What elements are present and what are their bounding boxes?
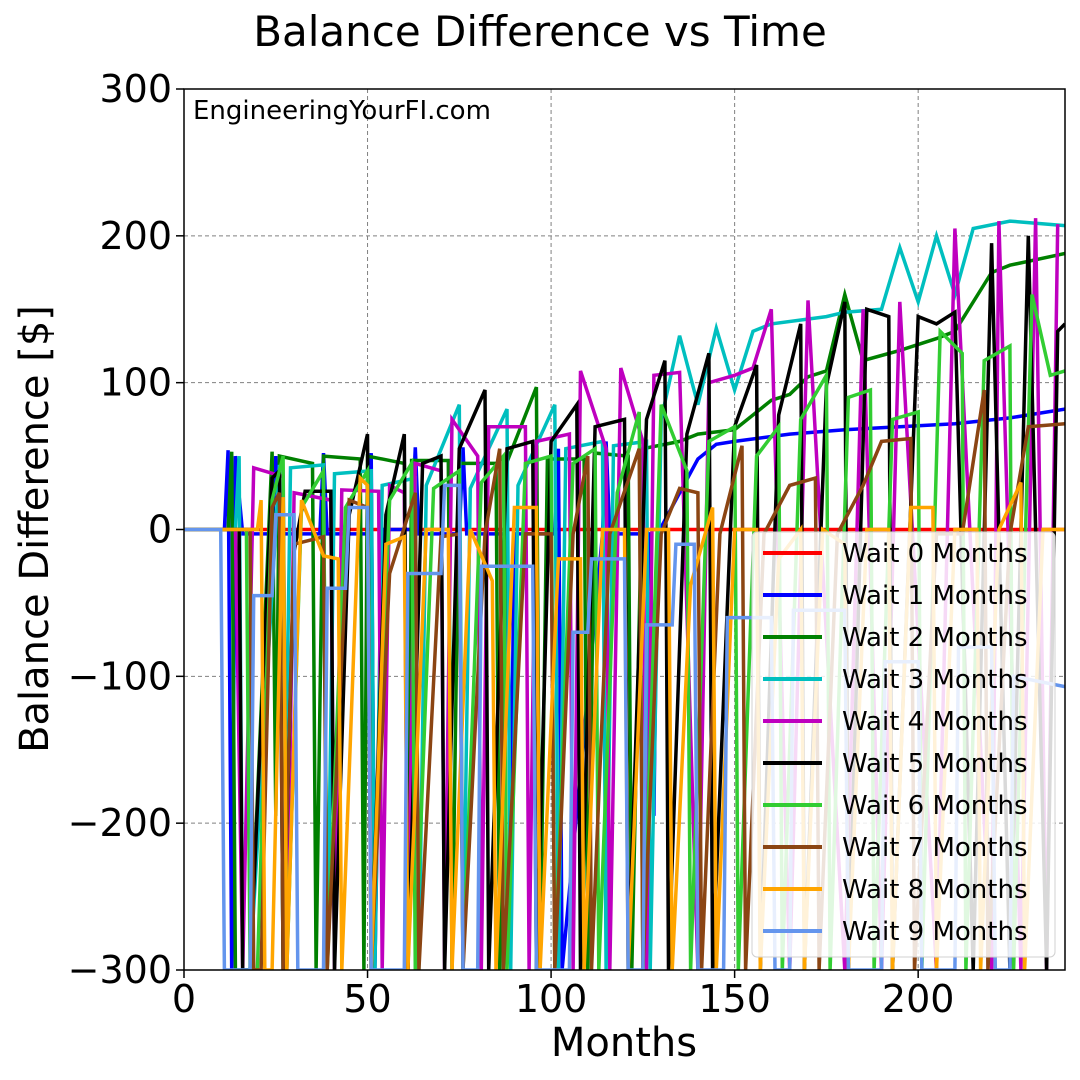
y-axis-ticks: −300 −200 −100 0 100 200 300 — [68, 67, 184, 992]
y-tick-label-0: −300 — [68, 948, 172, 992]
y-tick-label-3: 0 — [148, 508, 172, 552]
legend-label-wait-0: Wait 0 Months — [842, 539, 1028, 569]
chart-title: Balance Difference vs Time — [253, 7, 827, 56]
y-tick-label-5: 200 — [99, 214, 172, 258]
legend-label-wait-7: Wait 7 Months — [842, 833, 1028, 863]
legend-label-wait-1: Wait 1 Months — [842, 581, 1028, 611]
legend: Wait 0 Months Wait 1 Months Wait 2 Months W… — [751, 531, 1056, 958]
legend-label-wait-4: Wait 4 Months — [842, 707, 1028, 737]
x-tick-label-3: 150 — [698, 977, 771, 1021]
series-line-wait-7 — [184, 389, 1065, 970]
legend-label-wait-5: Wait 5 Months — [842, 749, 1028, 779]
legend-box — [751, 531, 1056, 958]
y-tick-label-1: −200 — [68, 801, 172, 845]
series-line-wait-1 — [184, 407, 1065, 970]
watermark-annotation: EngineeringYourFI.com — [193, 96, 491, 126]
y-axis-label: Balance Difference [$] — [12, 305, 58, 753]
x-tick-label-4: 200 — [882, 977, 955, 1021]
legend-label-wait-6: Wait 6 Months — [842, 791, 1028, 821]
x-tick-label-1: 50 — [343, 977, 391, 1021]
legend-label-wait-3: Wait 3 Months — [842, 665, 1028, 695]
legend-label-wait-9: Wait 9 Months — [842, 917, 1028, 947]
x-tick-label-0: 0 — [172, 977, 196, 1021]
legend-label-wait-8: Wait 8 Months — [842, 875, 1028, 905]
y-tick-label-6: 300 — [99, 67, 172, 111]
series-line-wait-8 — [184, 474, 1065, 970]
legend-label-wait-2: Wait 2 Months — [842, 623, 1028, 653]
y-tick-label-2: −100 — [68, 654, 172, 698]
y-tick-label-4: 100 — [99, 361, 172, 405]
x-axis-label: Months — [551, 1020, 697, 1066]
series-layer — [184, 218, 1065, 970]
x-axis-ticks: 0 50 100 150 200 — [172, 970, 955, 1021]
series-line-wait-3 — [184, 219, 1065, 970]
x-tick-label-2: 100 — [515, 977, 588, 1021]
